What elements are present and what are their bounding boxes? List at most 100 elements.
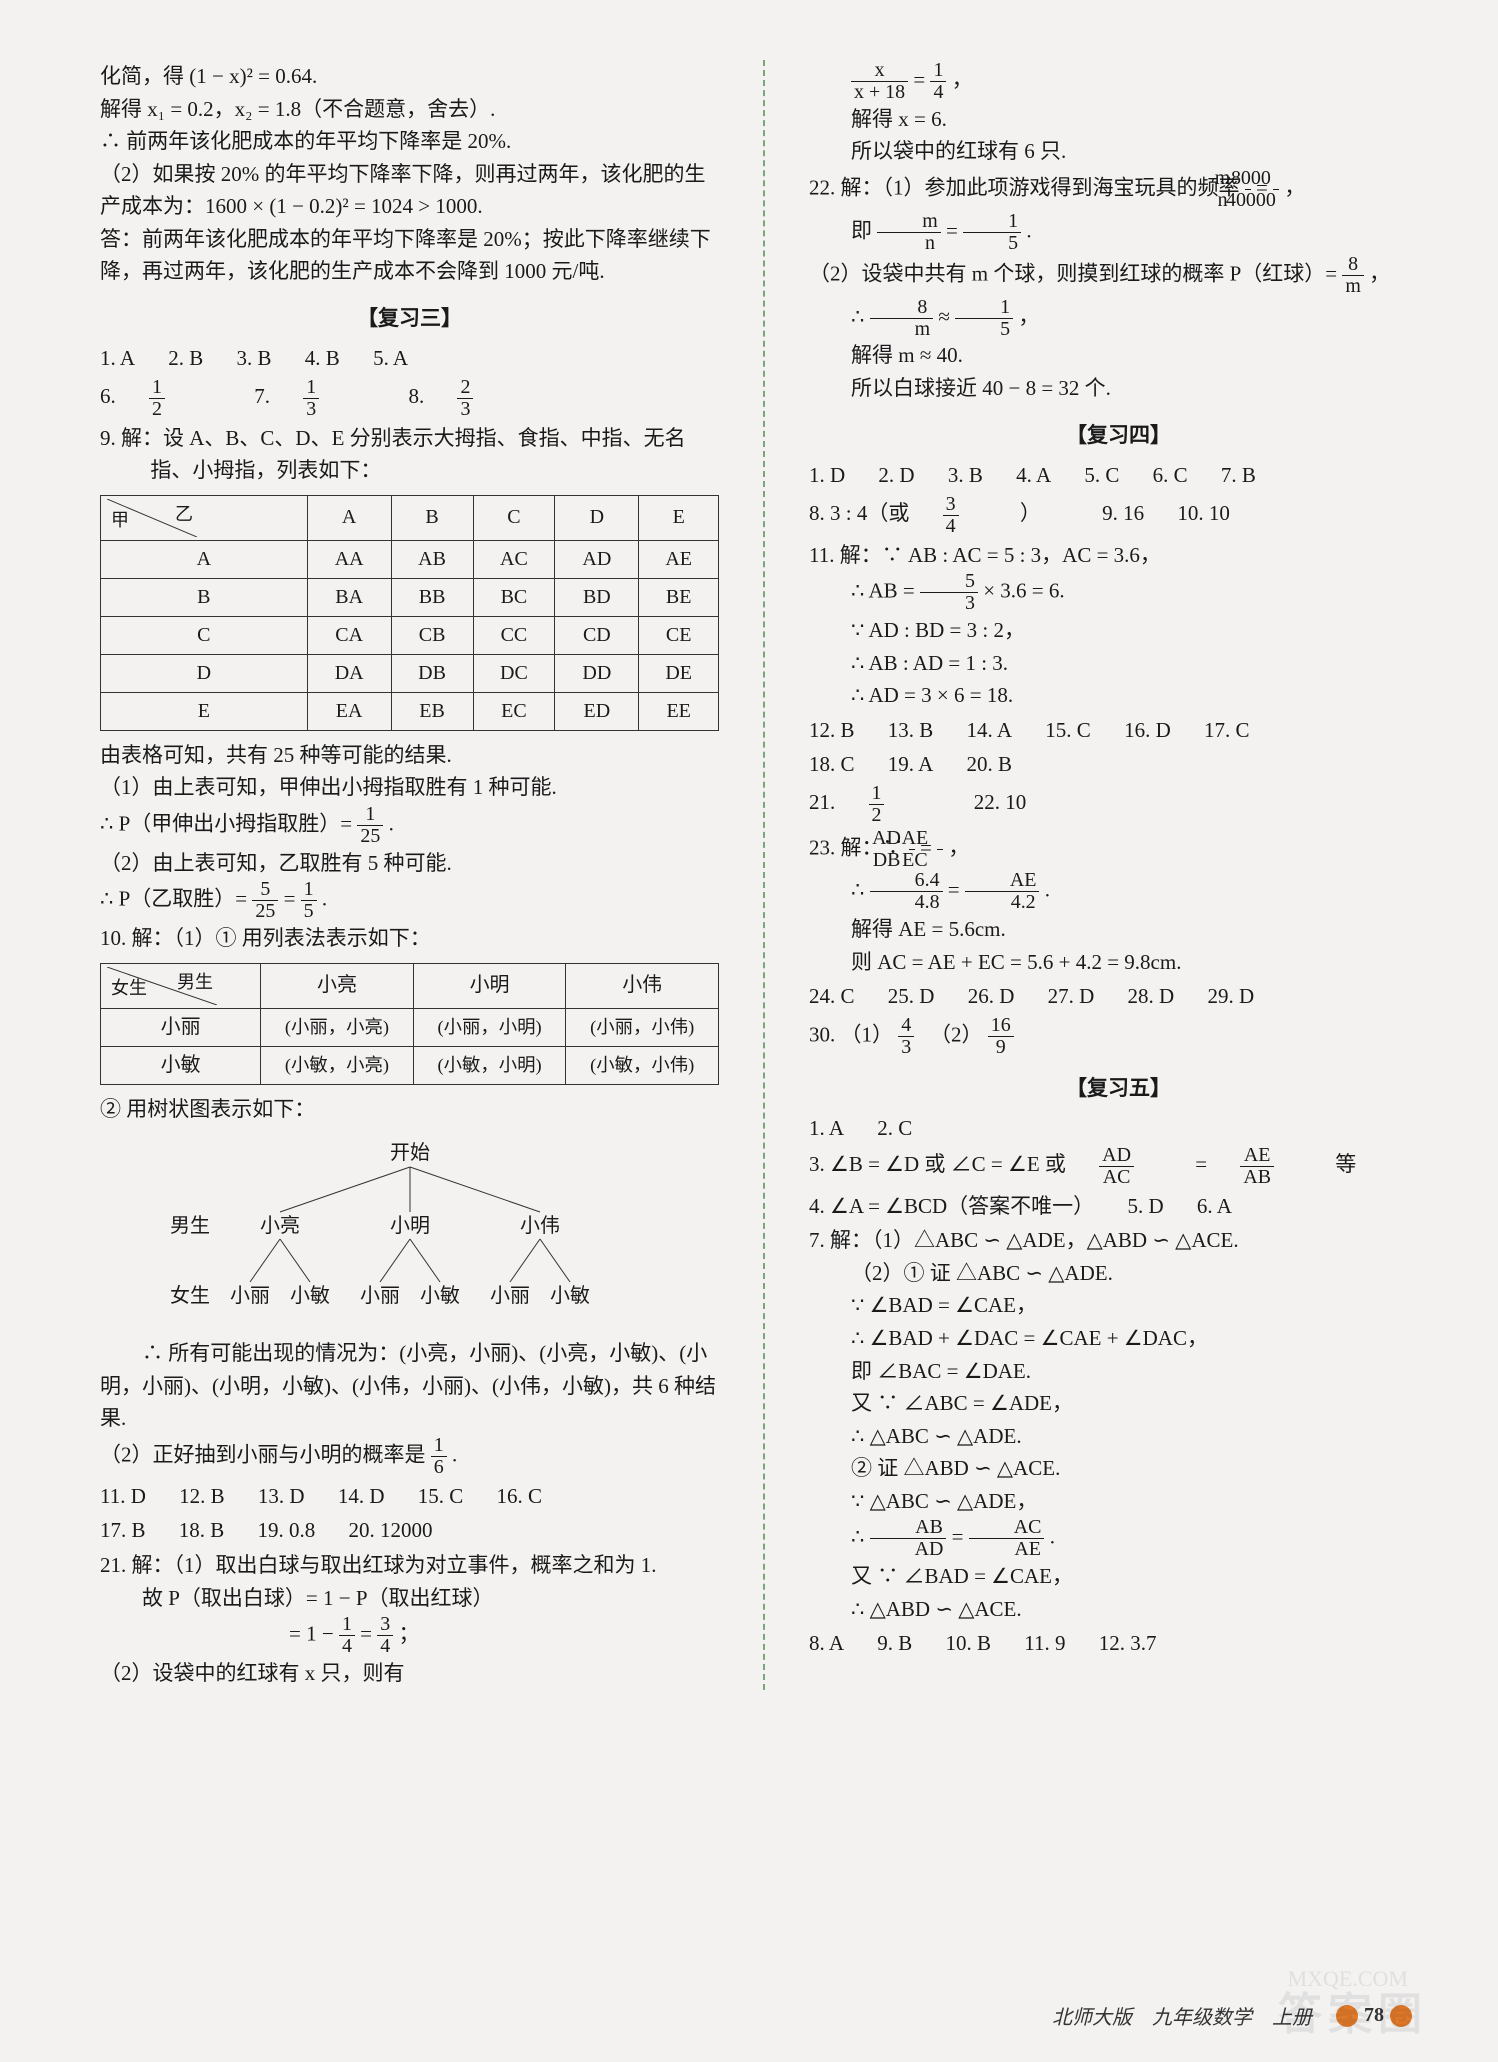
ans: 4. A [1016,459,1051,492]
s3-row1: 1. A 2. B 3. B 4. B 5. A [100,342,719,375]
q9-after: （1）由上表可知，甲伸出小拇指取胜有 1 种可能. [100,771,719,804]
ans: 14. D [338,1480,385,1513]
ans: 15. C [1045,714,1091,747]
s5-row3: 8. A 9. B 10. B 11. 9 12. 3.7 [809,1627,1428,1660]
q10-after: ∴ 所有可能出现的情况为：(小亮，小丽)、(小亮，小敏)、(小明，小丽)、(小明… [100,1337,719,1435]
q7-line: 又 ∵ ∠ABC = ∠ADE， [809,1387,1428,1420]
col-head: E [639,495,719,540]
table-row: BBABBBCBDBE [101,578,719,616]
col-head: 小明 [413,963,566,1008]
ans: 5. A [373,342,408,375]
ans: 14. A [967,714,1013,747]
page-footer: 北师大版 九年级数学 上册 78 [1052,2001,1418,2030]
col-head: 小亮 [261,963,414,1008]
q21-line2: （2）设袋中的红球有 x 只，则有 [100,1657,719,1690]
ans: 11. D [100,1480,146,1513]
q7-line: 7. 解：（1）△ABC ∽ △ADE，△ABD ∽ △ACE. [809,1224,1428,1257]
ans: 6. 12 [100,377,221,420]
s4-row5: 21. 12 22. 10 [809,783,1428,826]
q30: 30. （1） 43 （2） 169 [809,1015,1428,1058]
tree-root: 开始 [390,1141,430,1164]
ans: 12. B [179,1480,225,1513]
s4-row2: 8. 3 : 4（或 34 ） 9. 16 10. 10 [809,494,1428,537]
ans: 11. 9 [1024,1627,1065,1660]
ans: 26. D [968,980,1015,1013]
ans: 12. B [809,714,855,747]
s4-row3: 12. B 13. B 14. A 15. C 16. D 17. C [809,714,1428,747]
q10-intro: 10. 解：（1）① 用列表法表示如下： [100,922,719,955]
diag-header: 甲 乙 [101,495,308,540]
ans: 16. C [497,1480,543,1513]
section5-title: 【复习五】 [809,1072,1428,1105]
table-row: DDADBDCDDDE [101,654,719,692]
footer-text: 北师大版 九年级数学 上册 [1052,2001,1312,2030]
q23-line1: 23. 解：∵ ADDB = AEEC ， [809,828,1428,871]
q7-line: ∴ △ABD ∽ △ACE. [809,1593,1428,1626]
q22-after: 解得 m ≈ 40. [809,339,1428,372]
ans: 17. C [1204,714,1250,747]
ans: 5. C [1084,459,1119,492]
ans: 16. D [1124,714,1171,747]
ans: 7. 13 [254,377,375,420]
q7-line: ∵ ∠BAD = ∠CAE， [809,1289,1428,1322]
ans: 18. B [179,1514,225,1547]
table-finger-game: 甲 乙 A B C D E AAAABACADAE BBABBBCBDBE CC… [100,495,719,731]
ans: 2. C [877,1112,912,1145]
q11-line: ∵ AD : BD = 3 : 2， [809,614,1428,647]
ans: 13. B [888,714,934,747]
pre-line: 答：前两年该化肥成本的年平均下降率是 20%；按此下降率继续下降，再过两年，该化… [100,223,719,288]
svg-text:男生: 男生 [170,1214,210,1237]
q10-p: （2）正好抽到小丽与小明的概率是 16 . [100,1435,719,1478]
table-row: 小敏(小敏，小亮)(小敏，小明)(小敏，小伟) [101,1046,719,1084]
ans: 9. B [877,1627,912,1660]
ans: 10. B [946,1627,992,1660]
pre-line: ∴ 前两年该化肥成本的年平均下降率是 20%. [100,125,719,158]
q7-eq: ∴ ABAD = ACAE . [809,1517,1428,1560]
q23-after: 解得 AE = 5.6cm. [809,913,1428,946]
r-top-line: 所以袋中的红球有 6 只. [809,135,1428,168]
table-row: EEAEBECEDEE [101,692,719,730]
ans: 1. A [100,342,135,375]
ans: 8. A [809,1627,844,1660]
leaf-icon [1336,2005,1358,2027]
col-head: A [307,495,391,540]
q9-mid: （2）由上表可知，乙取胜有 5 种可能. [100,847,719,880]
s5-row2: 4. ∠A = ∠BCD（答案不唯一） 5. D 6. A [809,1190,1428,1223]
q7-line: ∴ △ABC ∽ △ADE. [809,1420,1428,1453]
section3-title: 【复习三】 [100,302,719,335]
s4-row6: 24. C 25. D 26. D 27. D 28. D 29. D [809,980,1428,1013]
q7-line: （2）① 证 △ABC ∽ △ADE. [809,1257,1428,1290]
q23-after: 则 AC = AE + EC = 5.6 + 4.2 = 9.8cm. [809,946,1428,979]
q11-eq: ∴ AB = 53 × 3.6 = 6. [809,571,1428,614]
left-column: 化简，得 (1 − x)² = 0.64. 解得 x₁ = 0.2，x₂ = 1… [100,60,719,1690]
q21-line: 21. 解：（1）取出白球与取出红球为对立事件，概率之和为 1. [100,1549,719,1582]
ans: 7. B [1221,459,1256,492]
s4-row4: 18. C 19. A 20. B [809,748,1428,781]
svg-text:小亮: 小亮 [260,1214,300,1237]
s5-row1: 1. A 2. C 3. ∠B = ∠D 或 ∠C = ∠E 或 ADAC = … [809,1112,1428,1187]
ans: 6. C [1153,459,1188,492]
q22-line4: ∴ 8m ≈ 15 ， [809,297,1428,340]
pre-line: 化简，得 (1 − x)² = 0.64. [100,60,719,93]
ans: 9. 16 [1102,497,1144,530]
watermark-small: MXQE.COM [1288,1966,1408,1992]
ans: 19. 0.8 [258,1514,316,1547]
q11-line: ∴ AD = 3 × 6 = 18. [809,679,1428,712]
r-top-line: 解得 x = 6. [809,103,1428,136]
q10-tree-label: ② 用树状图表示如下： [100,1093,719,1126]
svg-text:小丽: 小丽 [490,1284,530,1307]
svg-text:小伟: 小伟 [520,1214,560,1237]
r-top-eq: xx + 18 = 14 ， [809,60,1428,103]
q22-line1: 22. 解：（1）参加此项游戏得到海宝玩具的频率 mn = 800040000 … [809,168,1428,211]
section4-title: 【复习四】 [809,419,1428,452]
ans: 19. A [888,748,934,781]
pre-line: 解得 x₁ = 0.2，x₂ = 1.8（不合题意，舍去）. [100,93,719,126]
q23-line2: ∴ 6.44.8 = AE4.2 . [809,870,1428,913]
ans: 3. ∠B = ∠D 或 ∠C = ∠E 或 ADAC = AEAB 等 [809,1145,1384,1188]
diag-header: 女生 男生 [101,963,261,1008]
q7-line: ② 证 △ABD ∽ △ACE. [809,1452,1428,1485]
ans: 4. B [305,342,340,375]
tree-diagram: 开始 男生 小亮 小明 小伟 女生 小丽 小敏 [100,1137,719,1327]
ans: 1. A [809,1112,844,1145]
table-row: AAAABACADAE [101,540,719,578]
